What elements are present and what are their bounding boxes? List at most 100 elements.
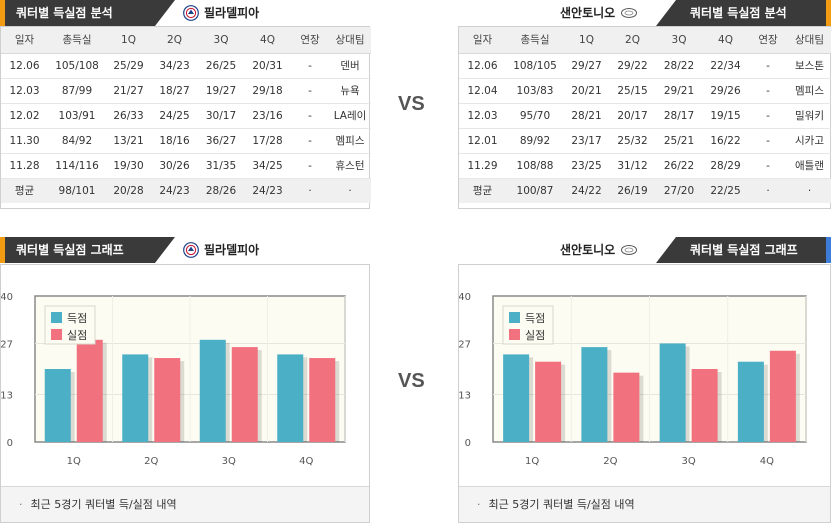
average-row: 평균 98/101 20/28 24/23 28/26 24/23 · · [1, 178, 371, 203]
table-cell: 105/108 [48, 53, 106, 79]
x-category-label: 3Q [682, 456, 696, 467]
table-cell: 95/70 [506, 103, 564, 129]
average-cell: 28/26 [198, 178, 244, 203]
table-cell: - [749, 78, 787, 104]
average-cell: 98/101 [48, 178, 106, 203]
table-row: 11.30 84/92 13/21 18/16 36/27 17/28- 멤피스 [1, 128, 371, 154]
average-cell: 26/19 [609, 178, 656, 203]
table-row: 12.01 89/92 23/17 25/32 25/21 16/22- 시카고 [459, 128, 831, 154]
table-cell: - [749, 153, 787, 179]
table-cell: 멤피스 [787, 78, 831, 104]
average-cell: · [291, 178, 329, 203]
right-table-title: 쿼터별 득실점 분석 [690, 6, 787, 20]
left-graph-tab: 쿼터별 득실점 그래프 [0, 237, 175, 263]
column-header: 연장 [291, 27, 329, 54]
table-cell: 12.04 [459, 78, 506, 104]
table-cell: 17/28 [244, 128, 291, 154]
y-tick-label: 0 [7, 438, 13, 449]
right-table-header: 일자 총득실 1Q 2Q 3Q 4Q 연장 상대팀 [459, 27, 831, 54]
legend-label: 득점 [67, 312, 87, 325]
bar-scored [277, 354, 304, 442]
legend-label: 실점 [67, 329, 87, 342]
average-cell: 20/28 [106, 178, 151, 203]
table-cell: 29/26 [702, 78, 749, 104]
table-cell: 19/27 [198, 78, 244, 104]
x-category-label: 4Q [299, 456, 313, 467]
table-cell: 103/83 [506, 78, 564, 104]
table-cell: 11.30 [1, 128, 48, 154]
table-cell: 34/23 [151, 53, 198, 79]
table-row: 12.03 95/70 28/21 20/17 28/17 19/15- 밀워키 [459, 103, 831, 129]
bar-allowed [154, 358, 181, 442]
table-row: 12.02 103/91 26/33 24/25 30/17 23/16- LA레이 [1, 103, 371, 129]
table-cell: 19/30 [106, 153, 151, 179]
column-header: 4Q [244, 27, 291, 54]
table-cell: 26/22 [656, 153, 702, 179]
table-cell: - [291, 153, 329, 179]
table-cell: 11.29 [459, 153, 506, 179]
average-cell: · [329, 178, 371, 203]
column-header: 총득실 [506, 27, 564, 54]
column-header: 일자 [459, 27, 506, 54]
column-header: 4Q [702, 27, 749, 54]
bar-scored [503, 354, 530, 442]
table-cell: 밀워키 [787, 103, 831, 129]
table-cell: 87/99 [48, 78, 106, 104]
left-team-header: 필라델피아 [183, 0, 259, 26]
column-header: 상대팀 [787, 27, 831, 54]
legend-label: 득점 [525, 312, 545, 325]
right-chart-note: · 최근 5경기 쿼터별 득/실점 내역 [459, 486, 830, 522]
bar-allowed [76, 339, 103, 442]
column-header: 3Q [656, 27, 702, 54]
table-cell: 23/17 [564, 128, 609, 154]
table-cell: 108/88 [506, 153, 564, 179]
table-cell: 29/27 [564, 53, 609, 79]
x-category-label: 1Q [525, 456, 539, 467]
average-cell: 27/20 [656, 178, 702, 203]
bullet-icon: · [477, 498, 481, 511]
average-cell: 24/22 [564, 178, 609, 203]
left-table-header: 일자 총득실 1Q 2Q 3Q 4Q 연장 상대팀 [1, 27, 371, 54]
table-cell: 26/33 [106, 103, 151, 129]
average-cell: 22/25 [702, 178, 749, 203]
spurs-logo-icon [621, 8, 638, 18]
table-cell: 30/26 [151, 153, 198, 179]
column-header: 총득실 [48, 27, 106, 54]
y-tick-label: 27 [459, 339, 471, 350]
left-graph-team-name: 필라델피아 [204, 243, 260, 257]
table-cell: 애틀랜 [787, 153, 831, 179]
column-header: 1Q [106, 27, 151, 54]
table-cell: 24/25 [151, 103, 198, 129]
table-cell: 25/15 [609, 78, 656, 104]
table-cell: 19/15 [702, 103, 749, 129]
average-cell: 100/87 [506, 178, 564, 203]
bar-allowed [231, 347, 258, 442]
table-cell: 12.03 [1, 78, 48, 104]
table-cell: 25/32 [609, 128, 656, 154]
average-row: 평균 100/87 24/22 26/19 27/20 22/25 · · [459, 178, 831, 203]
table-cell: 84/92 [48, 128, 106, 154]
table-row: 12.06 105/108 25/29 34/23 26/25 20/31- 덴버 [1, 53, 371, 79]
bar-allowed [691, 369, 718, 442]
right-note-text: 최근 5경기 쿼터별 득/실점 내역 [488, 498, 635, 511]
y-tick-label: 13 [1, 391, 13, 402]
y-tick-label: 40 [1, 292, 13, 303]
left-table-title: 쿼터별 득실점 분석 [16, 6, 113, 20]
right-team-name: 샌안토니오 [560, 6, 616, 20]
table-cell: 13/21 [106, 128, 151, 154]
table-cell: 25/21 [656, 128, 702, 154]
table-cell: 덴버 [329, 53, 371, 79]
table-cell: 시카고 [787, 128, 831, 154]
column-header: 상대팀 [329, 27, 371, 54]
table-cell: - [749, 103, 787, 129]
table-cell: 22/34 [702, 53, 749, 79]
left-table-tab: 쿼터별 득실점 분석 [0, 0, 175, 26]
legend-label: 실점 [525, 329, 545, 342]
table-cell: 28/29 [702, 153, 749, 179]
left-team-name: 필라델피아 [204, 6, 260, 20]
table-cell: 28/17 [656, 103, 702, 129]
table-cell: 114/116 [48, 153, 106, 179]
table-row: 12.04 103/83 20/21 25/15 29/21 29/26- 멤피스 [459, 78, 831, 104]
